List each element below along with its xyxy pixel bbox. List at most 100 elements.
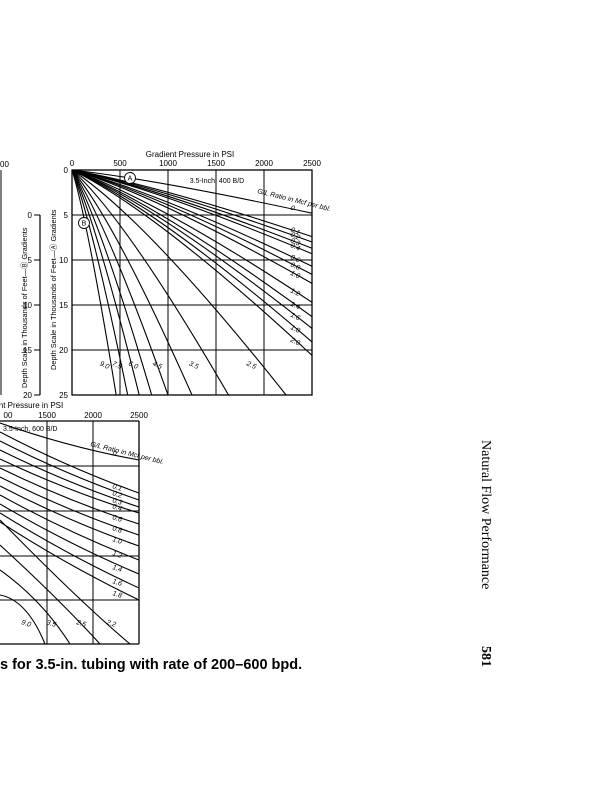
- top-chart-marker-letter: B: [82, 221, 87, 228]
- bottom-chart-curve: [0, 544, 101, 645]
- top-chart-curve: [71, 169, 313, 214]
- bottom-chart-curve: [0, 503, 140, 575]
- left-fragment-y-tick: 15: [23, 346, 32, 355]
- top-chart-y-ticks: 0 5 10 15 20 25: [59, 166, 68, 400]
- bottom-chart-series-label: 1.0: [111, 536, 123, 546]
- bottom-chart-series-label: 1.8: [111, 590, 123, 600]
- top-chart-series-label: 2.5: [244, 360, 257, 371]
- top-chart-series-label: 1.8: [289, 324, 301, 335]
- top-chart-series-label: 0.6: [289, 254, 301, 265]
- top-chart-series-label: 1.4: [289, 301, 301, 312]
- bottom-chart-curve: [0, 467, 140, 525]
- bottom-chart-series-label: 0: [111, 450, 117, 458]
- top-chart-y-tick: 10: [59, 256, 68, 265]
- top-chart-curve: [71, 169, 229, 396]
- left-fragment-y-tick: 20: [23, 391, 32, 400]
- top-chart-series-label: 9.0: [98, 360, 110, 371]
- top-chart-curve: [71, 169, 193, 396]
- bottom-chart-grid: [0, 421, 139, 644]
- top-chart-curve: [71, 169, 313, 303]
- top-chart-series-label: 7.5: [111, 360, 123, 371]
- top-chart-series-label: 1.2: [289, 288, 301, 299]
- top-chart-y-tick: 20: [59, 346, 68, 355]
- top-chart-marker-letter: A: [128, 176, 133, 183]
- left-fragment-y-tick: 0: [28, 211, 33, 220]
- top-chart-title: Gradient Pressure in PSI: [146, 150, 234, 159]
- bottom-chart-x-ticks: 00 1500 2000 2500: [4, 411, 149, 420]
- left-fragment-y-tick: 5: [28, 256, 33, 265]
- bottom-chart-subtitle: 3.5-Inch, 600 B/D: [3, 426, 57, 433]
- top-chart-series-label: 1.6: [289, 312, 301, 323]
- top-chart-x-tick: 1500: [207, 159, 225, 168]
- top-chart-curve: [71, 169, 153, 396]
- top-chart-curve: [71, 169, 313, 318]
- top-chart-x-tick: 1000: [159, 159, 177, 168]
- bottom-chart-series-label: 0.4: [111, 503, 123, 513]
- page-number: 581: [478, 646, 493, 667]
- top-chart-y-tick: 0: [64, 166, 69, 175]
- bottom-chart-curve: [0, 449, 140, 508]
- bottom-chart-curve: [0, 494, 140, 561]
- bottom-chart-series-label: 2.2: [104, 619, 116, 629]
- bottom-chart-curve: [0, 512, 140, 589]
- top-chart-series-label: 2.0: [288, 336, 301, 347]
- bottom-chart-curve: [0, 594, 46, 645]
- top-chart-curve: [71, 169, 169, 396]
- bottom-chart-legend-title-text: G/L Ratio in Mcf per bbl.: [90, 441, 165, 466]
- bottom-chart-series-label: 1.2: [111, 550, 123, 560]
- bottom-chart-title: nt Pressure in PSI: [0, 401, 63, 410]
- top-chart-ylabel: Depth Scale in Thousands of Feet—Ⓐ Gradi…: [49, 209, 58, 370]
- top-chart-curves: [71, 169, 313, 396]
- left-fragment-gradients-label: Depth Scale in Thousands of Feet—Ⓑ Gradi…: [20, 227, 29, 388]
- running-head-title: Natural Flow Performance: [478, 440, 493, 590]
- top-chart-y-tick: 25: [59, 391, 68, 400]
- bottom-chart-series-label: 1.6: [111, 578, 123, 588]
- top-chart-series-label: 0.8: [289, 262, 301, 273]
- bottom-chart-x-tick: 00: [4, 411, 13, 420]
- top-chart-series-label: 0.3: [289, 237, 301, 248]
- bottom-chart-series-labels: 0 0.10.20.30.40.60.81.0 1.2 1.4 1.6 1.8 2.2 2.5…: [20, 450, 123, 629]
- top-chart-series-label: 0: [289, 205, 296, 213]
- top-chart-curve: [71, 169, 117, 396]
- bottom-chart-curve: [0, 440, 140, 501]
- bottom-chart-series-label: 2.5: [74, 619, 86, 629]
- left-fragment-y-tick: 10: [23, 301, 32, 310]
- bottom-chart-curve: [0, 485, 140, 547]
- top-chart-x-ticks: 0 500 1000 1500 2000 2500: [70, 159, 322, 168]
- bottom-chart-series-label: 1.4: [111, 564, 123, 574]
- top-chart-markers: AB: [78, 172, 136, 229]
- top-chart-series-label: 1.0: [289, 270, 301, 281]
- running-head: Natural Flow Performance 581: [473, 440, 497, 680]
- top-chart-curve: [71, 169, 313, 343]
- top-chart-series-label: 3.5: [188, 360, 200, 371]
- top-chart-curve: [71, 169, 313, 255]
- bottom-chart-x-tick: 2000: [84, 411, 102, 420]
- bottom-chart-series-label: 0.2: [111, 490, 123, 500]
- top-chart-series-label: 0.2: [289, 231, 301, 242]
- bottom-chart-curve: [0, 458, 140, 514]
- left-fragment-tick-top: 00: [0, 160, 9, 169]
- bottom-chart-series-label: 0.1: [111, 483, 123, 493]
- left-fragment: 00 0 5 10 15 20 Depth Scale in Thousands of …: [0, 160, 41, 400]
- figure-caption: s for 3.5-in. tubing with rate of 200–60…: [0, 657, 303, 673]
- bottom-chart-curves: [0, 422, 140, 645]
- top-chart-series-labels: 0 0.10.20.30.40.60.81.0 1.2 1.41.61.82.0 2.5…: [98, 205, 301, 371]
- bottom-chart-curve: [0, 519, 131, 645]
- top-chart-x-tick: 500: [113, 159, 127, 168]
- top-chart-x-tick: 2000: [255, 159, 273, 168]
- top-chart-curve: [71, 169, 140, 396]
- bottom-chart-series-label: 0.8: [111, 525, 123, 535]
- bottom-chart-curve: [0, 476, 140, 536]
- top-chart-curve: [71, 169, 313, 284]
- top-chart-curve: [71, 169, 313, 329]
- top-chart-series-label: 4.5: [151, 360, 163, 371]
- bottom-chart-series-label: 0.3: [111, 497, 123, 507]
- bottom-chart-curve: [0, 431, 140, 494]
- top-chart-curve: [71, 169, 129, 396]
- top-chart-marker-circle: [124, 172, 136, 184]
- top-chart-x-tick: 2500: [303, 159, 321, 168]
- bottom-chart: nt Pressure in PSI 00 1500 2000 2500 3.5-In…: [0, 401, 165, 645]
- top-chart-frame: [71, 169, 313, 396]
